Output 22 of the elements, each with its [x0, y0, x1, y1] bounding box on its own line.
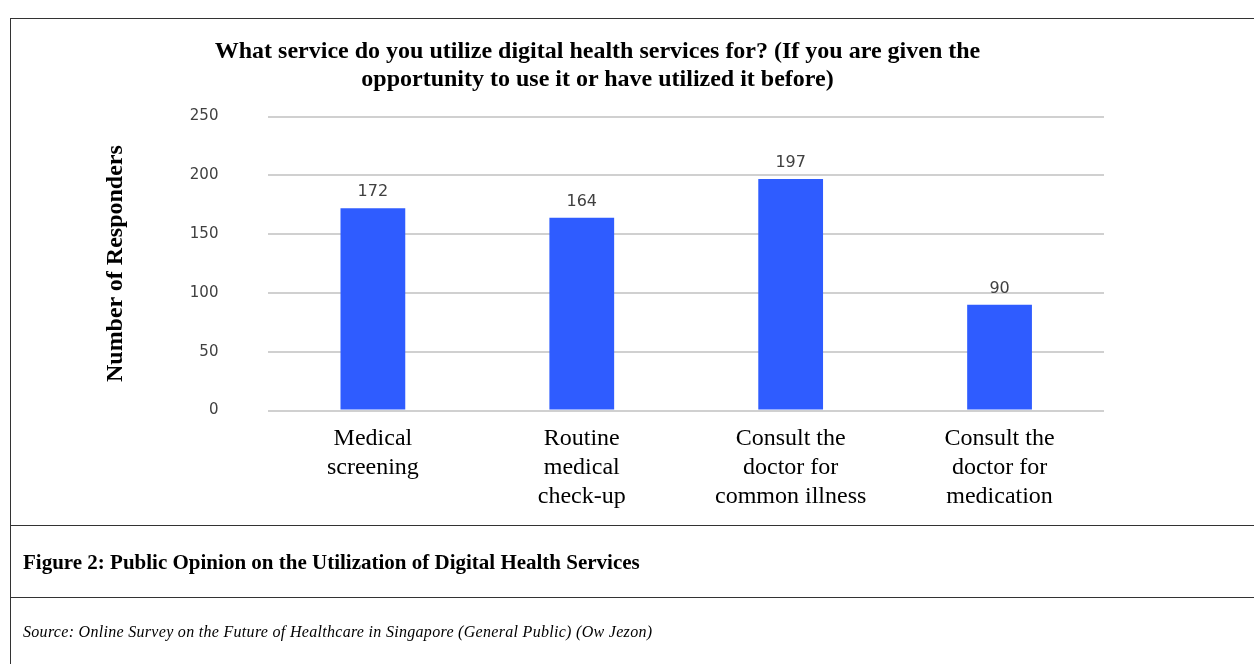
y-tick-label: 0 [208, 400, 219, 419]
bar [967, 304, 1032, 410]
x-tick-label: Consult the doctor for medication [944, 424, 1055, 508]
data-label: 172 [357, 181, 389, 201]
data-label: 164 [566, 190, 598, 210]
x-tick-label: Routine medical check-up [537, 424, 626, 508]
caption: Figure 2: Public Opinion on the Utilization of Digital Health Services [11, 525, 1254, 597]
y-tick-label: 50 [199, 341, 219, 360]
y-axis-title: Number of Responders [100, 145, 127, 383]
chart-title: What service do you utilize digital health services for? (If you are given the opportunity to use it or have utilized it before) [214, 36, 981, 92]
x-tick-label: Medical screening [326, 424, 419, 480]
bar [549, 217, 615, 410]
source-note: Source: Online Survey on the Future of Healthcare in Singapore (General Public) (Ow Jezon) [11, 597, 1254, 664]
data-label: 90 [989, 277, 1010, 297]
y-tick-label: 100 [189, 282, 219, 301]
bar [340, 208, 406, 410]
y-tick-label: 250 [189, 106, 219, 125]
data-label: 197 [775, 152, 806, 172]
bar [758, 178, 824, 410]
y-tick-label: 150 [189, 224, 219, 243]
y-tick-label: 200 [189, 165, 219, 184]
x-tick-label: Consult the doctor for common illness [715, 424, 867, 508]
